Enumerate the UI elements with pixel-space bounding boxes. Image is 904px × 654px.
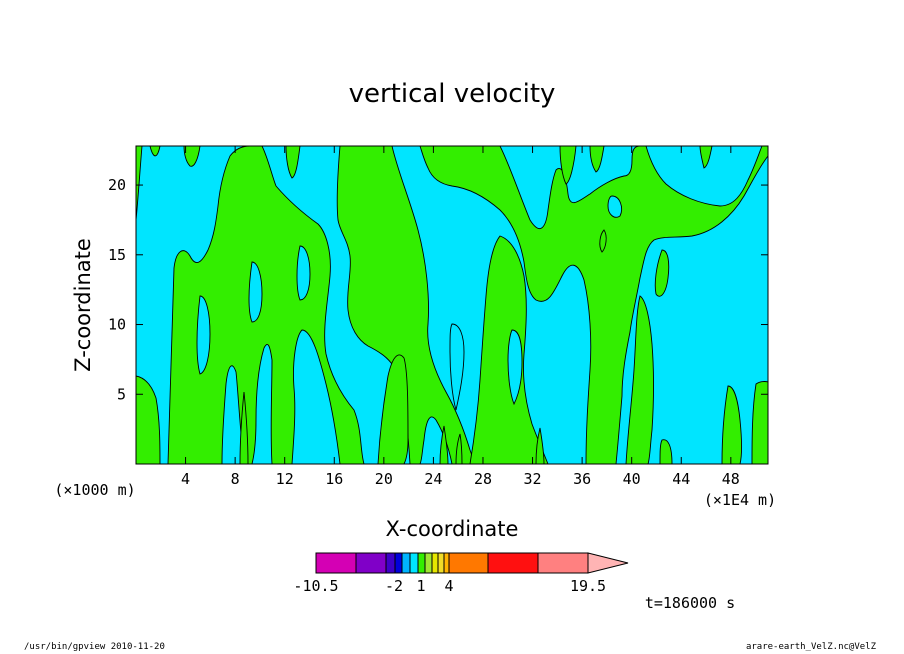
colorbar-segment bbox=[417, 552, 426, 574]
colorbar-segment bbox=[385, 552, 396, 574]
time-label: t=186000 s bbox=[645, 594, 735, 612]
colorbar-segment bbox=[394, 552, 403, 574]
x-tick-label: 28 bbox=[474, 470, 492, 488]
positive-velocity-region bbox=[136, 146, 768, 464]
x-tick-label: 48 bbox=[722, 470, 740, 488]
colorbar-segment bbox=[409, 552, 419, 574]
x-tick-label: 8 bbox=[231, 470, 240, 488]
colorbar-segment bbox=[443, 552, 450, 574]
x-tick-label: 20 bbox=[375, 470, 393, 488]
x-tick-label: 44 bbox=[672, 470, 690, 488]
colorbar-label: -2 bbox=[385, 577, 403, 595]
x-tick-label: 4 bbox=[181, 470, 190, 488]
colorbar-segment bbox=[401, 552, 411, 574]
colorbar-segment bbox=[537, 552, 589, 574]
negative-velocity-pockets bbox=[196, 195, 623, 375]
colorbar-segment bbox=[487, 552, 539, 574]
y-tick-label: 10 bbox=[108, 316, 126, 334]
colorbar-segment bbox=[437, 552, 445, 574]
x-tick-label: 12 bbox=[276, 470, 294, 488]
colorbar-segment bbox=[355, 552, 387, 574]
y-tick-label: 5 bbox=[117, 385, 126, 403]
colorbar: -10.5 -2 1 4 19.5 bbox=[293, 552, 629, 595]
footer-right: arare-earth_VelZ.nc@VelZ bbox=[746, 642, 877, 652]
x-tick-label: 36 bbox=[573, 470, 591, 488]
colorbar-segment bbox=[448, 552, 489, 574]
colorbar-label: 4 bbox=[444, 577, 453, 595]
colorbar-segment bbox=[431, 552, 439, 574]
colorbar-extend-arrow bbox=[587, 552, 629, 574]
y-tick-label: 20 bbox=[108, 176, 126, 194]
x-tick-label: 40 bbox=[623, 470, 641, 488]
colorbar-label: 19.5 bbox=[570, 577, 606, 595]
x-tick-label: 16 bbox=[325, 470, 343, 488]
chart-title: vertical velocity bbox=[349, 79, 556, 109]
colorbar-label: 1 bbox=[416, 577, 425, 595]
y-axis-label: Z-coordinate bbox=[71, 238, 95, 372]
x-tick-label: 24 bbox=[424, 470, 442, 488]
x-scale-right: (×1E4 m) bbox=[704, 491, 776, 509]
footer-left: /usr/bin/gpview 2010-11-20 bbox=[24, 642, 165, 652]
contour-field bbox=[136, 146, 768, 464]
x-tick-label: 32 bbox=[524, 470, 542, 488]
x-axis-label: X-coordinate bbox=[386, 517, 519, 541]
colorbar-segment bbox=[424, 552, 433, 574]
colorbar-segment bbox=[315, 552, 357, 574]
plot-frame bbox=[135, 145, 769, 465]
colorbar-label: -10.5 bbox=[293, 577, 338, 595]
y-tick-label: 15 bbox=[108, 246, 126, 264]
x-scale-left: (×1000 m) bbox=[54, 481, 135, 499]
